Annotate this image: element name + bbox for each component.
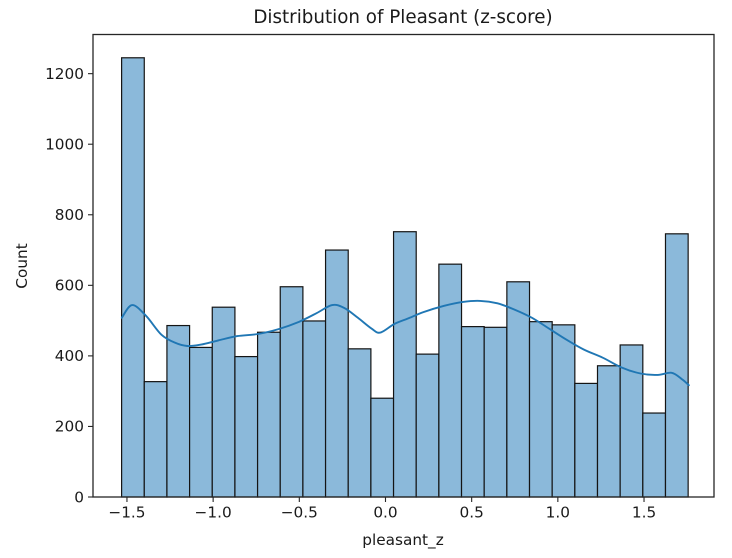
histogram-bar bbox=[143, 381, 168, 498]
x-tick-label: 1.5 bbox=[632, 504, 656, 522]
histogram-bar bbox=[302, 320, 327, 498]
histogram-bar bbox=[347, 348, 372, 498]
histogram-bar bbox=[324, 249, 349, 498]
x-axis-label: pleasant_z bbox=[362, 531, 443, 550]
y-axis-label: Count bbox=[13, 243, 31, 288]
y-tick-label: 600 bbox=[55, 277, 84, 295]
y-tick-label: 400 bbox=[55, 347, 84, 365]
x-tick-label: −0.5 bbox=[281, 504, 318, 522]
histogram-bar bbox=[189, 346, 213, 498]
x-tick-label: −1.0 bbox=[195, 504, 232, 522]
histogram-bar bbox=[642, 412, 667, 498]
histogram-bar bbox=[483, 326, 508, 498]
y-axis: 0 200 400 600 800 1000 1200 bbox=[45, 65, 93, 506]
histogram-bar bbox=[528, 321, 553, 498]
histogram-bar bbox=[596, 365, 621, 498]
y-tick-label: 1000 bbox=[45, 136, 84, 154]
histogram-bar bbox=[460, 326, 485, 498]
histogram-bar bbox=[438, 263, 463, 498]
bars-group bbox=[121, 57, 689, 498]
y-tick-label: 800 bbox=[55, 206, 84, 224]
histogram-bar bbox=[211, 306, 236, 498]
histogram-bar bbox=[415, 353, 440, 498]
x-tick-label: 0.0 bbox=[373, 504, 397, 522]
x-axis: −1.5 −1.0 −0.5 0.0 0.5 1.0 1.5 bbox=[108, 497, 656, 522]
histogram-bar bbox=[256, 331, 281, 498]
histogram-bar bbox=[392, 231, 417, 498]
plot-frame bbox=[92, 33, 715, 498]
x-tick-label: −1.5 bbox=[108, 504, 145, 522]
y-tick-label: 1200 bbox=[45, 65, 84, 83]
histogram-bar bbox=[551, 324, 576, 498]
histogram-bar bbox=[121, 57, 145, 498]
histogram-bar bbox=[166, 324, 191, 498]
y-tick-label: 200 bbox=[55, 418, 84, 436]
histogram-bar bbox=[664, 233, 689, 498]
kde-line bbox=[120, 299, 690, 387]
x-tick-label: 1.0 bbox=[546, 504, 570, 522]
histogram-bar bbox=[279, 286, 304, 498]
chart-title: Distribution of Pleasant (z-score) bbox=[253, 7, 552, 28]
x-tick-label: 0.5 bbox=[460, 504, 484, 522]
histogram-bar bbox=[234, 355, 259, 498]
histogram-bar bbox=[370, 397, 395, 498]
y-tick-label: 0 bbox=[74, 488, 84, 506]
histogram-bar bbox=[574, 382, 599, 498]
